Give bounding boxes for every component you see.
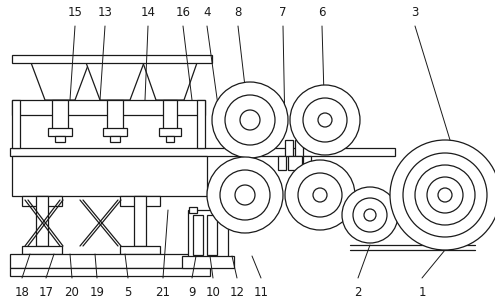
Circle shape (290, 85, 360, 155)
Bar (134, 196, 146, 246)
Bar (120, 196, 160, 206)
Bar (189, 207, 197, 213)
Text: 4: 4 (203, 6, 211, 18)
Circle shape (318, 113, 332, 127)
Text: 3: 3 (411, 6, 419, 18)
Bar (36, 196, 48, 246)
Bar (159, 128, 181, 136)
Text: 17: 17 (39, 286, 53, 300)
Circle shape (438, 188, 452, 202)
Bar (166, 136, 174, 142)
Bar (10, 148, 395, 156)
Bar (10, 254, 210, 268)
Bar (10, 268, 210, 276)
Text: 14: 14 (141, 6, 155, 18)
Circle shape (390, 140, 495, 250)
Bar (303, 156, 311, 170)
Bar (197, 100, 205, 148)
Bar (212, 207, 220, 213)
Bar (295, 140, 303, 156)
Circle shape (303, 98, 347, 142)
Bar (12, 100, 20, 148)
Bar (285, 140, 293, 156)
Polygon shape (30, 60, 90, 100)
Bar (12, 55, 212, 63)
Text: 7: 7 (279, 6, 287, 18)
Text: 18: 18 (14, 286, 29, 300)
Bar (207, 215, 217, 255)
Text: 1: 1 (418, 286, 426, 300)
Text: 15: 15 (67, 6, 83, 18)
Bar (188, 210, 228, 260)
Circle shape (353, 198, 387, 232)
Text: 13: 13 (98, 6, 112, 18)
Circle shape (364, 209, 376, 221)
Bar (278, 156, 286, 170)
Circle shape (285, 160, 355, 230)
Text: 21: 21 (155, 286, 170, 300)
Circle shape (298, 173, 342, 217)
Circle shape (313, 188, 327, 202)
Circle shape (342, 187, 398, 243)
Text: 5: 5 (124, 286, 132, 300)
Circle shape (212, 82, 288, 158)
Circle shape (220, 170, 270, 220)
Bar (163, 100, 177, 130)
Circle shape (427, 177, 463, 213)
Bar (110, 136, 120, 142)
Text: 12: 12 (230, 286, 245, 300)
Circle shape (207, 157, 283, 233)
Bar (182, 256, 234, 268)
Text: 10: 10 (205, 286, 220, 300)
Text: 6: 6 (318, 6, 326, 18)
Bar (22, 196, 62, 206)
Circle shape (235, 185, 255, 205)
Text: 2: 2 (354, 286, 362, 300)
Text: 11: 11 (253, 286, 268, 300)
Bar (22, 246, 62, 254)
Bar (193, 215, 203, 255)
Text: 9: 9 (188, 286, 196, 300)
Text: 16: 16 (176, 6, 191, 18)
Bar (55, 136, 65, 142)
Polygon shape (85, 60, 145, 100)
Bar (52, 100, 68, 130)
Text: 8: 8 (234, 6, 242, 18)
Bar (103, 128, 127, 136)
Bar (288, 156, 302, 170)
Text: 20: 20 (64, 286, 79, 300)
Circle shape (403, 153, 487, 237)
Bar (120, 246, 160, 254)
Bar (12, 100, 205, 115)
Circle shape (240, 110, 260, 130)
Circle shape (415, 165, 475, 225)
Bar (107, 100, 123, 130)
Polygon shape (142, 60, 198, 100)
Bar (48, 128, 72, 136)
Text: 19: 19 (90, 286, 104, 300)
Bar (12, 156, 207, 196)
Circle shape (225, 95, 275, 145)
